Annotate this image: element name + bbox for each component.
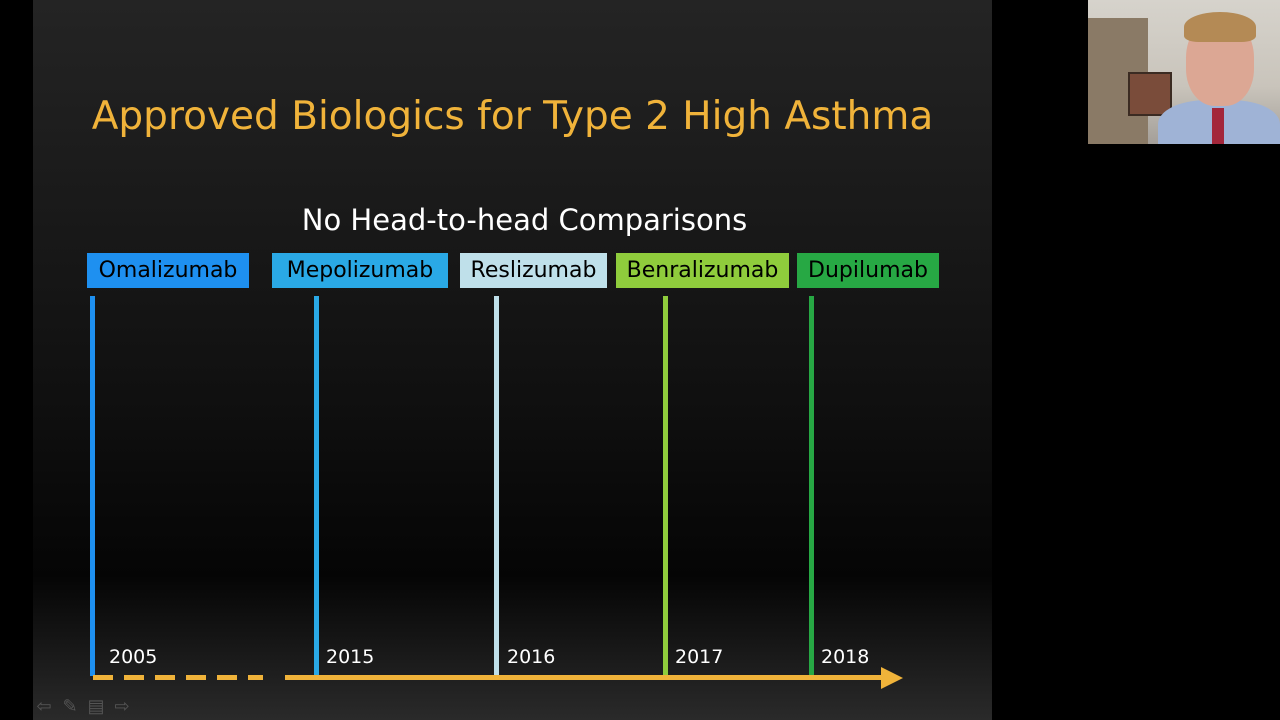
year-label-2005: 2005	[109, 646, 158, 668]
webcam-background-picture	[1128, 72, 1172, 116]
year-label-2017: 2017	[675, 646, 724, 668]
timeline-marker-mepolizumab	[314, 296, 319, 676]
presenter-webcam	[1088, 0, 1280, 144]
presentation-slide: Approved Biologics for Type 2 High Asthm…	[33, 0, 992, 720]
drug-label-omalizumab: Omalizumab	[87, 253, 249, 288]
slide-title: Approved Biologics for Type 2 High Asthm…	[91, 94, 934, 139]
next-slide-icon[interactable]: ⇨	[114, 696, 130, 716]
drug-label-benralizumab: Benralizumab	[616, 253, 789, 288]
slideshow-controls: ⇦ ✎ ▤ ⇨	[34, 696, 132, 716]
timeline-axis	[285, 675, 885, 680]
previous-slide-icon[interactable]: ⇦	[36, 696, 52, 716]
timeline-marker-omalizumab	[90, 296, 95, 676]
presenter-tie	[1212, 108, 1224, 144]
timeline-arrow-icon	[881, 667, 903, 689]
slide-menu-icon[interactable]: ▤	[87, 696, 105, 716]
drug-label-dupilumab: Dupilumab	[797, 253, 939, 288]
timeline-axis-dashed	[93, 675, 263, 680]
drug-label-reslizumab: Reslizumab	[460, 253, 607, 288]
timeline-marker-reslizumab	[494, 296, 499, 676]
presenter-hair	[1184, 12, 1256, 42]
timeline-marker-dupilumab	[809, 296, 814, 676]
year-label-2018: 2018	[821, 646, 870, 668]
timeline-marker-benralizumab	[663, 296, 668, 676]
drug-label-mepolizumab: Mepolizumab	[272, 253, 448, 288]
year-label-2016: 2016	[507, 646, 556, 668]
year-label-2015: 2015	[326, 646, 375, 668]
slide-subtitle: No Head-to-head Comparisons	[301, 203, 748, 237]
pen-icon[interactable]: ✎	[62, 696, 78, 716]
